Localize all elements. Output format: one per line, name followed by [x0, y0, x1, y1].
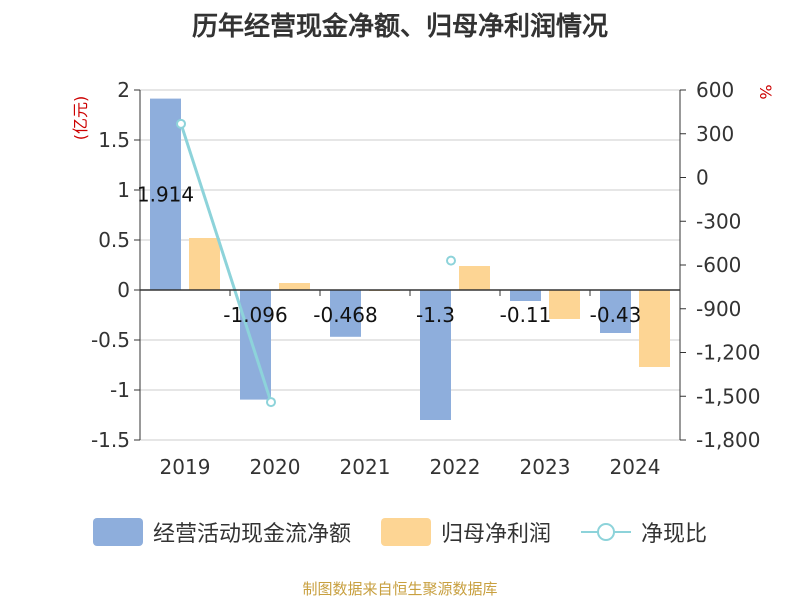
category-label: 2023 [520, 455, 571, 479]
axes: 2 1.5 1 0.5 0 -0.5 -1 -1.5 600 300 0 -300 -600 -900 -1… [71, 78, 775, 479]
legend-swatch-ratio [581, 518, 631, 546]
cashflow-data-label: -0.11 [500, 303, 552, 327]
cashflow-bar [600, 290, 631, 333]
net-profit-bar [549, 290, 580, 319]
category-label: 2022 [430, 455, 481, 479]
right-tick-label: -1,800 [696, 428, 760, 452]
cashflow-data-label: -1.3 [416, 303, 455, 327]
right-tick-label: 600 [696, 78, 734, 102]
right-tick-label: 0 [696, 166, 709, 190]
net-profit-bar [189, 238, 220, 290]
category-label: 2019 [160, 455, 211, 479]
legend-label-net-profit: 归母净利润 [440, 522, 551, 547]
legend-item-cashflow[interactable]: 经营活动现金流净额 [92, 516, 351, 548]
legend-swatch-net-profit [380, 518, 431, 546]
net-profit-bar [459, 266, 490, 290]
right-tick-label: 300 [696, 122, 734, 146]
cashflow-bar [150, 98, 181, 290]
ratio-point [446, 255, 456, 266]
category-label: 2024 [610, 455, 661, 479]
cashflow-data-label: -0.43 [590, 303, 642, 327]
right-unit-label: % [756, 84, 775, 99]
legend: 经营活动现金流净额 归母净利润 净现比 [0, 516, 800, 548]
grid-lines [140, 89, 680, 441]
cashflow-bar [330, 290, 361, 337]
net-profit-bar [639, 290, 670, 367]
legend-label-ratio: 净现比 [641, 522, 708, 547]
combo-chart: 2 1.5 1 0.5 0 -0.5 -1 -1.5 600 300 0 -300 -600 -900 -1… [71, 78, 775, 479]
legend-label-cashflow: 经营活动现金流净额 [152, 522, 351, 547]
left-tick-label: -0.5 [91, 328, 130, 352]
chart-title: 历年经营现金净额、归母净利润情况 [191, 12, 608, 42]
left-tick-label: -1 [110, 378, 130, 402]
left-tick-label: 2 [117, 78, 130, 102]
source-note: 制图数据来自恒生聚源数据库 [302, 580, 498, 598]
cashflow-bar [420, 290, 451, 420]
right-tick-label: -600 [696, 253, 741, 277]
left-unit-label: (亿元) [71, 96, 90, 141]
cashflow-bar [510, 290, 541, 301]
left-tick-label: -1.5 [91, 428, 130, 452]
ratio-point [176, 118, 186, 129]
bar-marks [150, 98, 670, 420]
ratio-point [266, 397, 276, 408]
net-profit-bar [279, 283, 310, 290]
left-tick-label: 0.5 [98, 228, 130, 252]
category-label: 2020 [250, 455, 301, 479]
right-tick-label: -1,500 [696, 384, 760, 408]
left-tick-label: 1 [117, 178, 130, 202]
left-tick-label: 1.5 [98, 128, 130, 152]
category-label: 2021 [340, 455, 391, 479]
right-tick-label: -300 [696, 209, 741, 233]
left-tick-label: 0 [117, 278, 130, 302]
legend-item-net-profit[interactable]: 归母净利润 [380, 516, 551, 548]
ratio-line-segment [179, 123, 273, 403]
right-tick-label: -900 [696, 297, 741, 321]
cashflow-data-label: -0.468 [313, 303, 377, 327]
ratio-line [176, 118, 456, 408]
right-tick-label: -1,200 [696, 341, 760, 365]
legend-swatch-cashflow [92, 518, 143, 546]
cashflow-data-label: -1.096 [223, 303, 287, 327]
cashflow-data-label: 1.914 [137, 182, 194, 206]
data-labels: 1.914 -1.096 -0.468 -1.3 -0.11 -0.43 [137, 182, 642, 327]
legend-item-ratio[interactable]: 净现比 [581, 516, 707, 548]
